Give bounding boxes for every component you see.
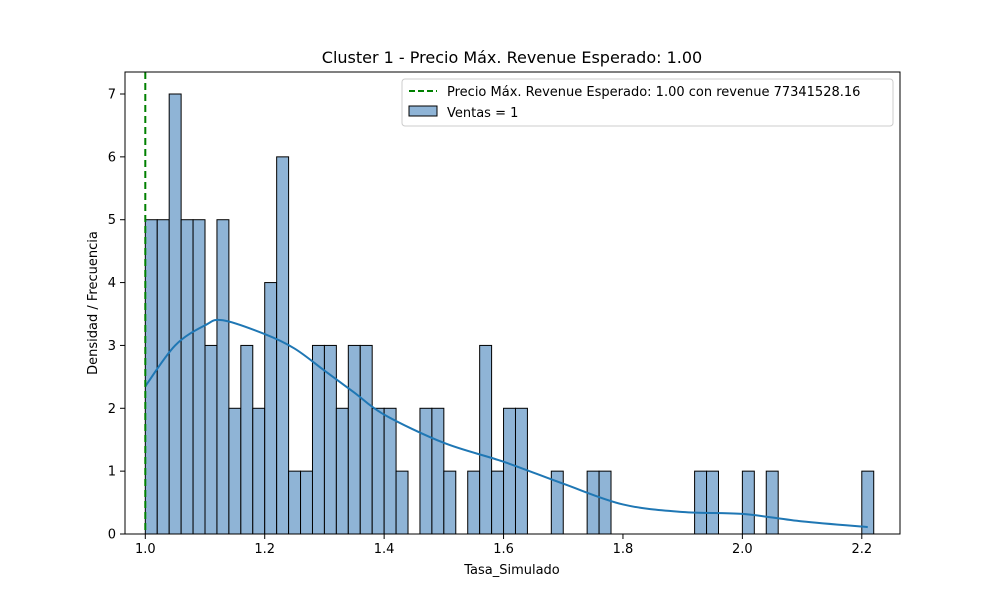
histogram-bar	[706, 470, 719, 535]
legend-label-ventas: Ventas = 1	[447, 106, 518, 121]
x-tick-label: 2.0	[732, 542, 753, 557]
y-axis-label: Densidad / Frecuencia	[86, 231, 101, 375]
legend-box	[401, 78, 894, 127]
legend: Precio Máx. Revenue Esperado: 1.00 con r…	[401, 78, 894, 127]
x-tick-label: 1.2	[254, 542, 275, 557]
histogram-bar	[479, 344, 493, 535]
histogram-bar	[741, 470, 755, 535]
y-tick-label: 5	[108, 213, 116, 228]
kde-curve-group	[144, 318, 868, 529]
y-tick-label: 1	[108, 465, 116, 480]
x-tick-label: 1.8	[613, 542, 634, 557]
histogram-bar	[514, 407, 528, 535]
x-tick-label: 1.6	[493, 542, 514, 557]
histogram-bar	[431, 407, 445, 535]
histogram-bar	[240, 344, 254, 535]
histogram-bar	[252, 407, 266, 535]
histogram-bar	[264, 282, 278, 535]
histogram-bar	[395, 470, 409, 535]
y-axis-ticks: 0 1 2 3 4 5 6 7	[108, 88, 125, 543]
y-tick-label: 4	[108, 276, 116, 291]
histogram-bar	[156, 219, 170, 535]
histogram-bar	[371, 407, 385, 535]
histogram-bars	[144, 93, 875, 535]
kde-curve	[144, 318, 868, 529]
legend-patch-swatch	[408, 105, 438, 117]
histogram-bar	[443, 470, 457, 535]
histogram-bar	[383, 407, 397, 535]
histogram-bar	[503, 407, 516, 535]
y-tick-label: 3	[108, 339, 116, 354]
histogram-bar	[765, 470, 779, 535]
x-tick-label: 2.2	[851, 542, 872, 557]
plot-frame	[124, 71, 901, 535]
histogram-bar	[204, 344, 218, 535]
chart-title: Cluster 1 - Precio Máx. Revenue Esperado…	[322, 48, 702, 67]
y-tick-label: 2	[108, 402, 116, 417]
y-tick-label: 7	[108, 88, 116, 103]
x-axis-label: Tasa_Simulado	[463, 563, 560, 578]
histogram-bar	[586, 470, 600, 535]
y-tick-label: 6	[108, 150, 116, 165]
histogram-bar	[359, 344, 373, 535]
y-tick-label: 0	[108, 528, 116, 543]
histogram-bar	[419, 407, 433, 535]
histogram-bar	[694, 470, 708, 535]
x-axis-ticks: 1.0 1.2 1.4 1.6 1.8 2.0 2.2	[135, 534, 872, 557]
histogram-bar	[347, 344, 361, 535]
histogram-bar	[300, 470, 313, 535]
histogram-bar	[598, 470, 612, 535]
histogram-bar	[276, 156, 290, 535]
histogram-bar	[192, 219, 206, 535]
histogram-bar	[168, 93, 182, 535]
histogram-bar	[180, 219, 194, 535]
histogram-bar	[311, 344, 325, 535]
histogram-bar	[288, 470, 302, 535]
histogram-bar	[228, 407, 242, 535]
histogram-bar	[467, 470, 481, 535]
histogram-bar	[861, 470, 875, 535]
x-tick-label: 1.0	[135, 542, 156, 557]
histogram-bar	[335, 407, 349, 535]
histogram-bar	[216, 219, 230, 535]
histogram-bar	[323, 344, 337, 535]
x-tick-label: 1.4	[374, 542, 395, 557]
histogram-bar	[491, 470, 505, 535]
legend-label-reference: Precio Máx. Revenue Esperado: 1.00 con r…	[447, 85, 860, 100]
